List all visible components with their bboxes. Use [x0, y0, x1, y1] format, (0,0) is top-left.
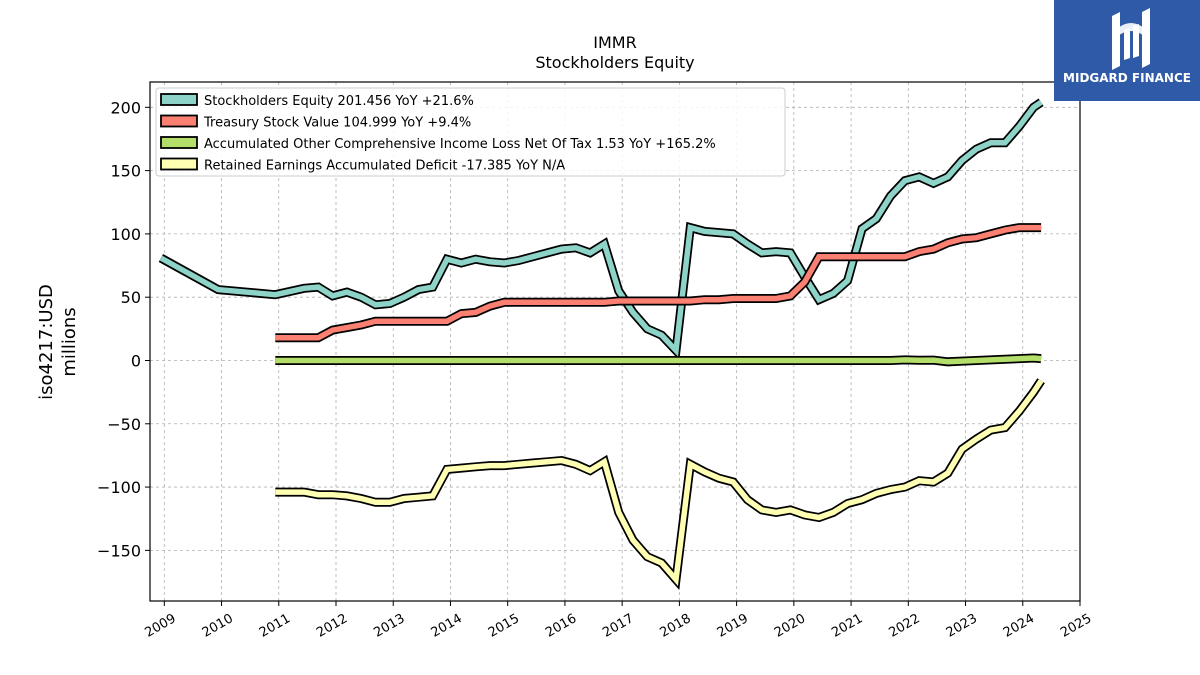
x-tick-label: 2025 — [1058, 611, 1094, 641]
legend-swatch — [160, 136, 198, 149]
series-line — [275, 379, 1044, 586]
x-tick-label: 2024 — [1001, 611, 1037, 641]
x-tick-label: 2023 — [944, 611, 980, 641]
legend-swatch — [160, 93, 198, 106]
x-tick-label: 2011 — [257, 611, 293, 641]
x-tick-label: 2010 — [200, 611, 236, 641]
legend-item: Stockholders Equity 201.456 YoY +21.6% — [160, 93, 474, 109]
x-tick-label: 2012 — [314, 611, 350, 641]
series-lines — [158, 98, 1045, 591]
y-tick-label: −150 — [97, 541, 141, 560]
y-tick-label: 50 — [121, 288, 141, 307]
legend-swatch — [160, 157, 198, 171]
legend-label: Retained Earnings Accumulated Deficit -1… — [204, 159, 565, 174]
x-tick-label: 2018 — [658, 611, 694, 641]
series-line — [159, 100, 1043, 357]
legend-box — [155, 87, 786, 177]
x-tick-label: 2016 — [543, 611, 579, 641]
legend: Stockholders Equity 201.456 YoY +21.6% Tr… — [155, 87, 786, 177]
chart-title: IMMR — [593, 33, 636, 52]
y-tick-label: 150 — [110, 162, 141, 181]
y-axis-ticks: −150 −100 −50 0 50 100 150 200 — [97, 98, 150, 560]
x-tick-label: 2014 — [429, 611, 465, 641]
legend-label: Accumulated Other Comprehensive Income L… — [204, 137, 716, 152]
y-axis-label-line1: iso4217:USD — [36, 284, 57, 400]
x-tick-label: 2017 — [600, 611, 636, 641]
legend-item: Accumulated Other Comprehensive Income L… — [160, 136, 716, 152]
legend-label: Treasury Stock Value 104.999 YoY +9.4% — [203, 116, 471, 131]
series-0 — [158, 98, 1044, 361]
y-tick-label: −50 — [107, 415, 141, 434]
legend-item: Retained Earnings Accumulated Deficit -1… — [160, 157, 565, 174]
series-2 — [275, 353, 1042, 367]
legend-item: Treasury Stock Value 104.999 YoY +9.4% — [160, 114, 471, 131]
plot-frame — [149, 81, 1081, 602]
x-tick-label: 2009 — [142, 611, 178, 641]
series-line — [275, 355, 1042, 365]
x-tick-label: 2020 — [772, 611, 808, 641]
series-3 — [275, 378, 1045, 591]
brand-name: MIDGARD FINANCE — [1063, 71, 1191, 85]
y-tick-label: 200 — [110, 98, 141, 117]
legend-swatch — [160, 114, 198, 128]
legend-label: Stockholders Equity 201.456 YoY +21.6% — [204, 94, 474, 109]
x-tick-label: 2022 — [886, 611, 922, 641]
x-axis-ticks: 2009 2010 2011 2012 2013 2014 2015 2016 2017 2018… — [142, 601, 1094, 641]
chart-subtitle: Stockholders Equity — [535, 53, 694, 72]
x-tick-label: 2015 — [486, 611, 522, 641]
midgard-m-icon — [1112, 8, 1150, 70]
y-tick-label: 100 — [110, 225, 141, 244]
y-axis-label-line2: millions — [59, 307, 80, 376]
x-tick-label: 2019 — [715, 611, 751, 641]
x-tick-label: 2021 — [829, 611, 865, 641]
series-1 — [275, 223, 1042, 343]
brand-logo: MIDGARD FINANCE — [1054, 0, 1200, 101]
x-tick-label: 2013 — [371, 611, 407, 641]
y-tick-label: 0 — [131, 351, 141, 370]
series-line — [275, 224, 1042, 341]
y-tick-label: −100 — [97, 478, 141, 497]
